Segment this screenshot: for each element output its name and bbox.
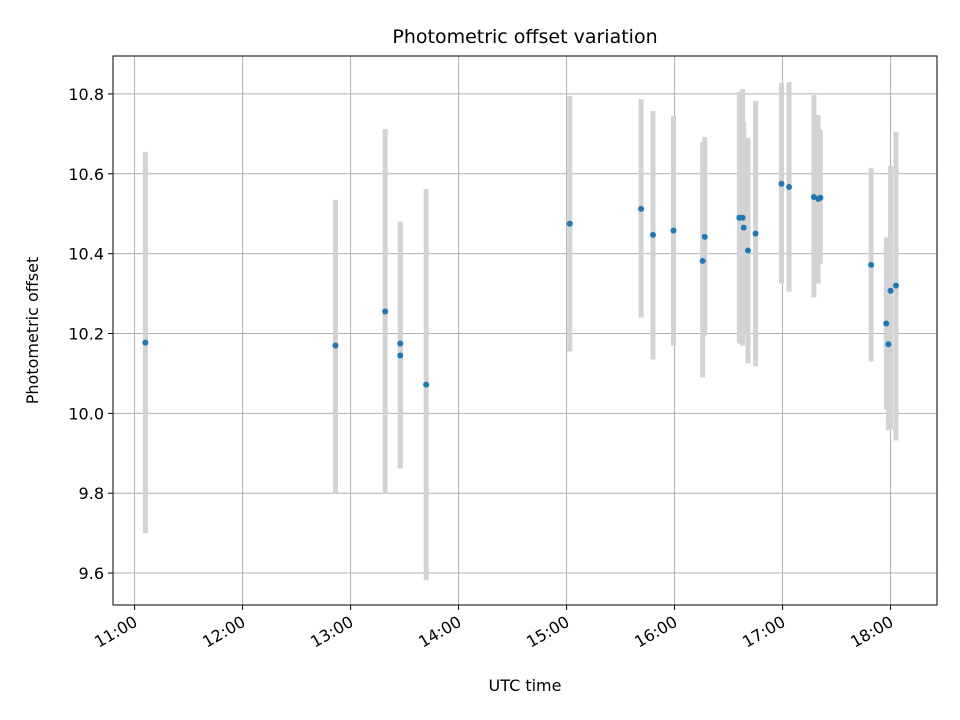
- data-point: [892, 282, 899, 289]
- data-point: [382, 308, 389, 315]
- grid: [113, 56, 937, 605]
- data-point: [397, 352, 404, 359]
- y-tick-label: 9.6: [79, 564, 104, 583]
- y-tick-label: 10.0: [68, 404, 104, 423]
- y-axis-ticks: 9.6 9.8 10.0 10.2 10.4 10.6 10.8: [68, 85, 113, 583]
- data-point: [397, 340, 404, 347]
- data-point: [887, 287, 894, 294]
- data-point: [778, 180, 785, 187]
- data-point: [817, 194, 824, 201]
- data-point: [740, 224, 747, 231]
- y-tick-label: 10.2: [68, 324, 104, 343]
- data-point: [701, 233, 708, 240]
- y-tick-label: 9.8: [79, 484, 104, 503]
- data-point: [670, 227, 677, 234]
- data-point: [638, 205, 645, 212]
- x-axis-label: UTC time: [489, 676, 562, 695]
- data-point: [786, 183, 793, 190]
- y-tick-label: 10.8: [68, 85, 104, 104]
- data-point: [566, 220, 573, 227]
- data-point: [752, 230, 759, 237]
- data-point: [699, 257, 706, 264]
- y-tick-label: 10.6: [68, 165, 104, 184]
- data-point: [739, 214, 746, 221]
- data-point: [745, 247, 752, 254]
- data-point: [868, 261, 875, 268]
- plot-frame: [112, 55, 938, 606]
- y-axis-label: Photometric offset: [23, 257, 42, 405]
- data-points: [142, 180, 899, 388]
- data-point: [423, 381, 430, 388]
- data-point: [332, 342, 339, 349]
- data-point: [885, 341, 892, 348]
- chart-title: Photometric offset variation: [392, 26, 657, 48]
- y-tick-label: 10.4: [68, 245, 104, 264]
- data-point: [142, 339, 149, 346]
- data-point: [883, 320, 890, 327]
- data-point: [649, 231, 656, 238]
